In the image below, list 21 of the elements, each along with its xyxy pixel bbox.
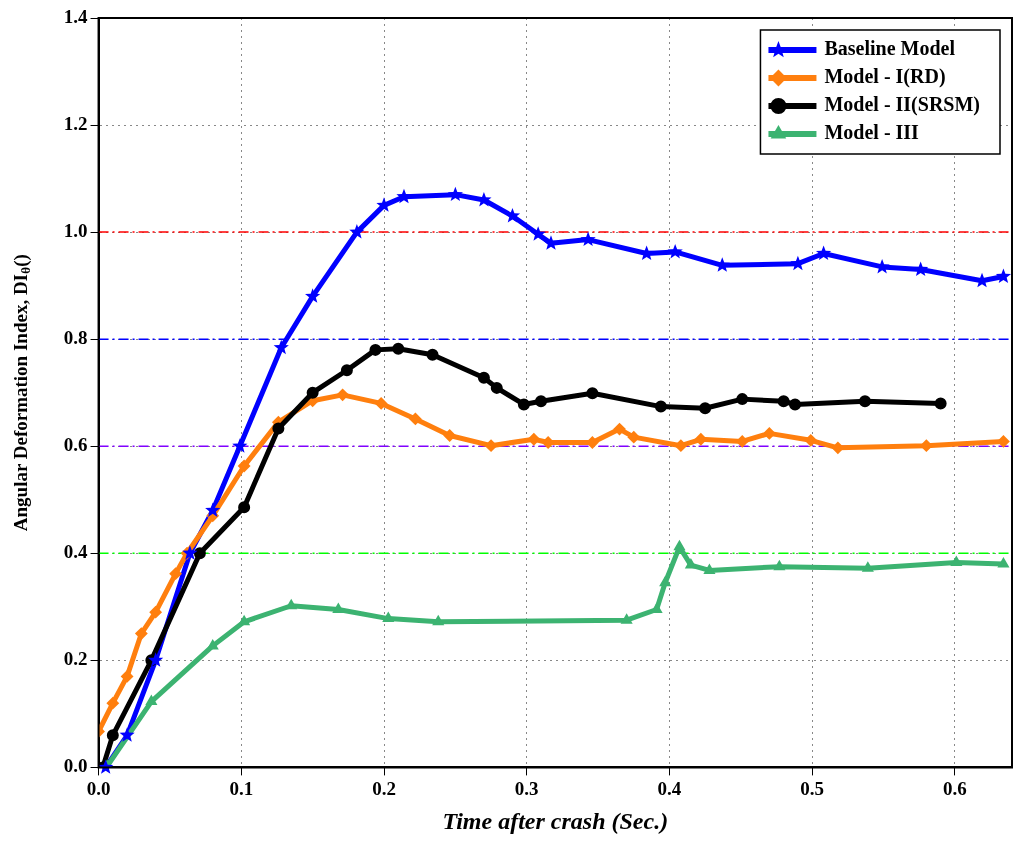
x-tick-label: 0.5 [800,777,825,799]
y-tick-label: 1.0 [63,220,88,242]
legend-label: Model - I(RD) [824,65,946,89]
y-tick-label: 0.4 [63,541,89,563]
x-axis-title: Time after crash (Sec.) [442,807,669,834]
y-tick-label: 0.0 [63,755,88,777]
y-tick-label: 0.8 [63,327,88,349]
x-tick-label: 0.1 [229,777,254,799]
y-tick-label: 1.2 [63,112,88,134]
x-tick-label: 0.0 [86,777,111,799]
x-tick-label: 0.2 [372,777,396,799]
legend-label: Model - II(SRSM) [824,93,980,117]
y-tick-label: 0.2 [63,648,88,670]
x-tick-label: 0.6 [943,777,967,799]
y-tick-label: 1.4 [63,5,89,27]
legend-label: Model - III [824,121,920,144]
legend-label: Baseline Model [824,37,956,60]
y-axis-title: Angular Deformation Index, DIθ() [9,254,34,532]
y-tick-label: 0.6 [63,434,88,456]
x-tick-label: 0.4 [657,777,682,799]
x-tick-label: 0.3 [514,777,539,799]
